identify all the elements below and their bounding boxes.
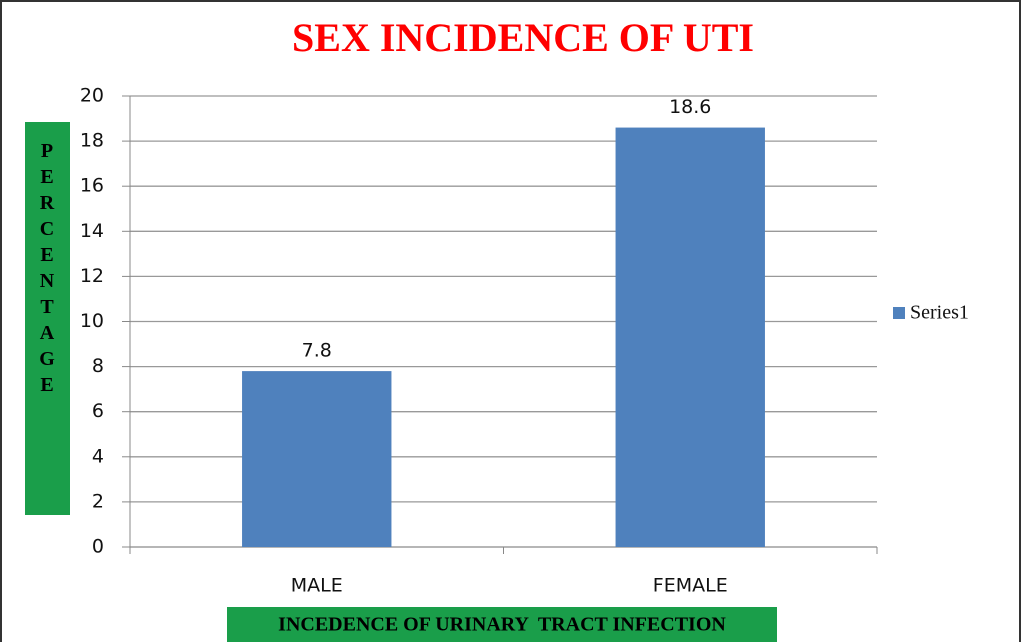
x-tick-label: FEMALE bbox=[653, 575, 728, 597]
x-axis-label: INCEDENCE OF URINARY TRACT INFECTION bbox=[278, 614, 726, 636]
data-label: 18.6 bbox=[669, 96, 711, 118]
chart-title: SEX INCIDENCE OF UTI bbox=[292, 15, 754, 60]
bar bbox=[242, 371, 392, 547]
y-axis-label: PERCENTAGE bbox=[36, 140, 58, 400]
y-tick-label: 20 bbox=[80, 85, 104, 107]
y-label-box bbox=[25, 122, 70, 515]
y-tick-label: 12 bbox=[80, 265, 104, 287]
x-tick-label: MALE bbox=[291, 575, 343, 597]
legend-swatch bbox=[893, 307, 905, 319]
data-label: 7.8 bbox=[302, 340, 332, 362]
y-tick-label: 14 bbox=[80, 220, 104, 242]
bar bbox=[615, 127, 765, 547]
y-tick-label: 4 bbox=[92, 445, 104, 467]
y-tick-label: 6 bbox=[92, 400, 104, 422]
legend-label: Series1 bbox=[910, 302, 969, 324]
x-label-box bbox=[227, 607, 777, 642]
y-tick-label: 2 bbox=[92, 490, 104, 512]
y-tick-label: 16 bbox=[80, 175, 104, 197]
y-tick-label: 0 bbox=[92, 536, 104, 558]
y-tick-label: 18 bbox=[80, 130, 104, 152]
y-tick-label: 8 bbox=[92, 355, 104, 377]
y-tick-label: 10 bbox=[80, 310, 104, 332]
